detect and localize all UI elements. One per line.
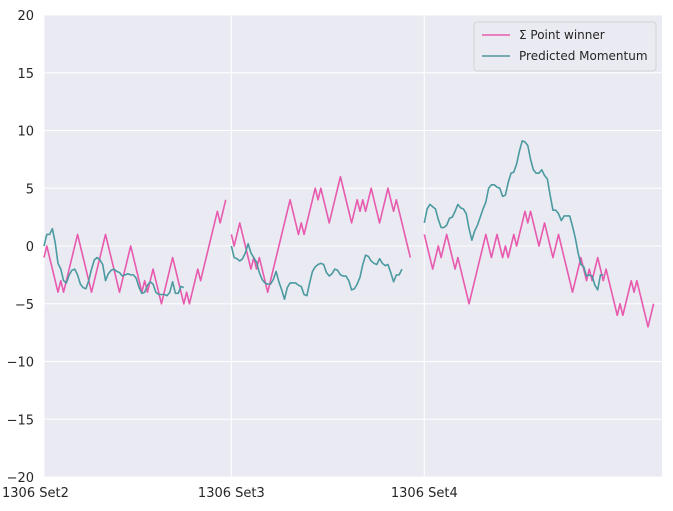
series-lines [43,140,655,328]
legend-label-point-winner: Σ Point winner [519,28,605,42]
y-tick-label: −15 [7,413,34,428]
point-winner-line [423,210,655,328]
x-tick-label: 1306 Set2 [2,486,69,501]
legend: Σ Point winner Predicted Momentum [473,21,657,72]
point-winner-line [43,199,227,305]
y-tick-label: −5 [15,298,34,313]
predicted-momentum-line [43,227,185,297]
legend-box [473,21,657,72]
y-tick-label: 15 [17,67,34,82]
predicted-momentum-line [230,242,403,300]
x-axis-ticks: 1306 Set2 1306 Set3 1306 Set4 [2,486,458,501]
y-tick-label: −20 [7,471,34,486]
predicted-momentum-line [423,140,604,291]
y-tick-label: 10 [17,125,34,140]
x-tick-label: 1306 Set4 [391,486,458,501]
point-winner-line [230,175,412,294]
y-tick-label: −10 [7,356,34,371]
y-tick-label: 5 [26,182,34,197]
y-tick-label: 20 [17,9,34,24]
legend-label-predicted-momentum: Predicted Momentum [519,49,648,63]
x-tick-label: 1306 Set3 [198,486,265,501]
y-axis-ticks: −20 −15 −10 −5 0 5 10 15 20 [7,9,34,486]
y-tick-label: 0 [26,240,34,255]
